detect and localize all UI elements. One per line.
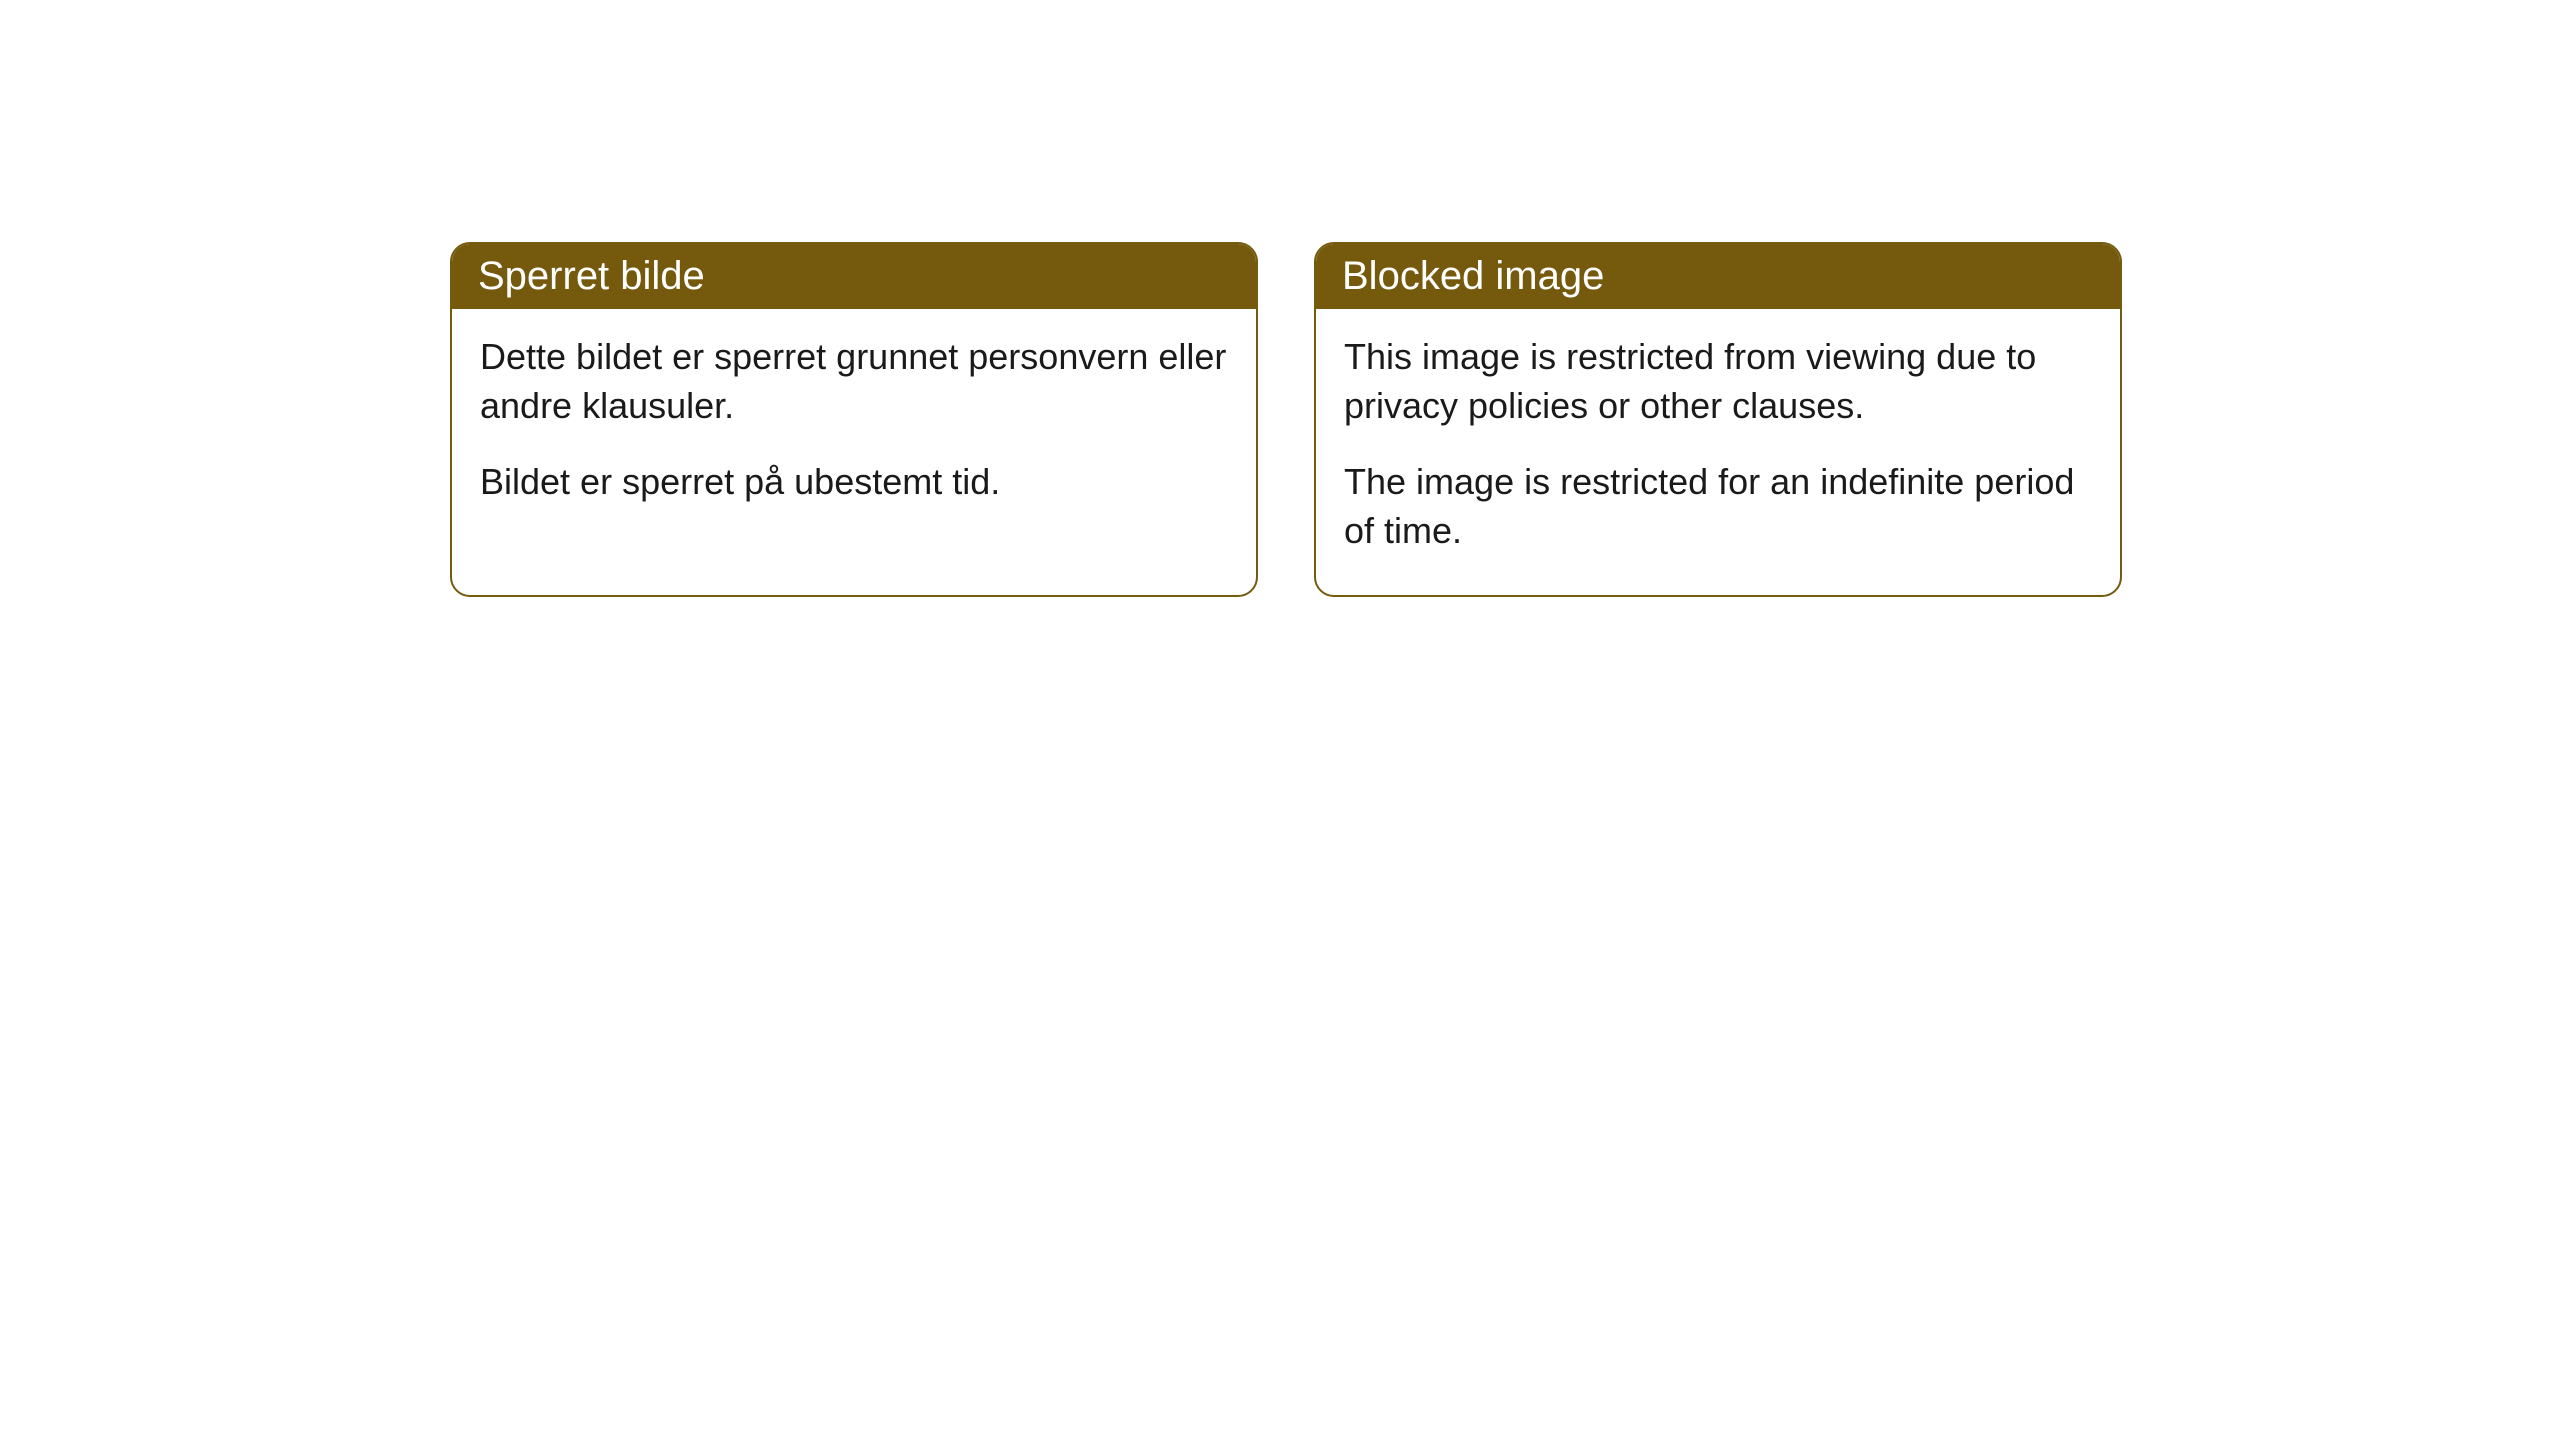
card-paragraph: Dette bildet er sperret grunnet personve…: [480, 333, 1228, 430]
notice-cards-container: Sperret bilde Dette bildet er sperret gr…: [450, 242, 2560, 597]
card-paragraph: The image is restricted for an indefinit…: [1344, 458, 2092, 555]
card-header: Sperret bilde: [452, 244, 1256, 309]
card-paragraph: This image is restricted from viewing du…: [1344, 333, 2092, 430]
card-header: Blocked image: [1316, 244, 2120, 309]
notice-card-english: Blocked image This image is restricted f…: [1314, 242, 2122, 597]
card-paragraph: Bildet er sperret på ubestemt tid.: [480, 458, 1228, 507]
card-body: Dette bildet er sperret grunnet personve…: [452, 309, 1256, 547]
notice-card-norwegian: Sperret bilde Dette bildet er sperret gr…: [450, 242, 1258, 597]
card-title: Blocked image: [1342, 254, 1604, 298]
card-body: This image is restricted from viewing du…: [1316, 309, 2120, 595]
card-title: Sperret bilde: [478, 254, 705, 298]
